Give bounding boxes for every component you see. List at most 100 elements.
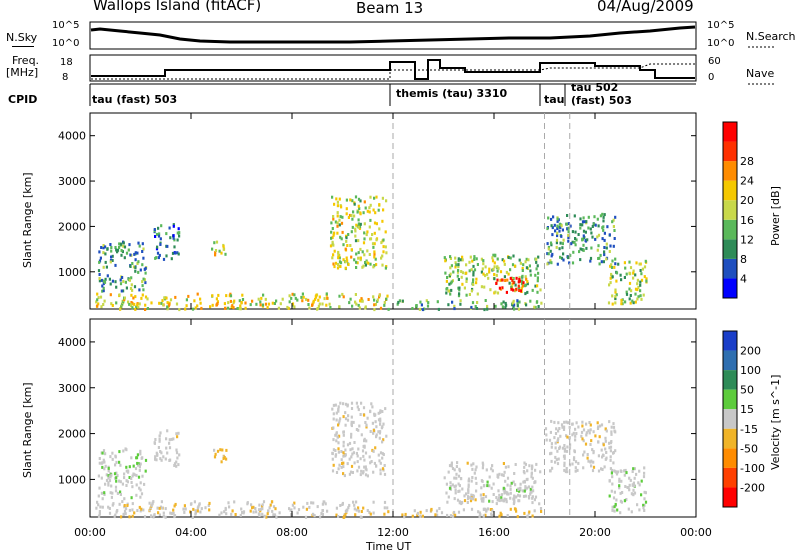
echo-cell: [124, 280, 127, 284]
echo-cell: [547, 247, 550, 251]
echo-cell: [631, 483, 634, 487]
echo-cell: [567, 236, 570, 240]
echo-cell: [115, 479, 118, 483]
echo-cell: [366, 416, 369, 420]
echo-cell: [220, 251, 223, 255]
echo-cell: [373, 461, 376, 465]
echo-cell: [363, 465, 366, 469]
echo-cell: [289, 508, 292, 512]
velocity-frame: [89, 318, 697, 518]
echo-cell: [449, 272, 452, 276]
echo-cell: [469, 496, 473, 500]
echo-cell: [590, 246, 593, 250]
echo-cell: [528, 464, 531, 468]
echo-cell: [585, 431, 588, 435]
echo-cell: [315, 293, 318, 297]
echo-cell: [133, 473, 136, 477]
echo-cell: [509, 484, 512, 488]
echo-cell: [443, 256, 446, 260]
echo-cell: [332, 448, 335, 452]
echo-cell: [511, 263, 515, 267]
x-axis-label: Time UT: [366, 540, 412, 553]
echo-cell: [357, 239, 360, 243]
echo-cell: [555, 241, 558, 245]
echo-cell: [387, 307, 390, 311]
echo-cell: [482, 463, 485, 467]
echo-cell: [456, 270, 460, 274]
echo-cell: [446, 276, 449, 279]
echo-cell: [365, 425, 368, 429]
echo-cell: [132, 296, 135, 300]
echo-cell: [386, 294, 389, 298]
echo-cell: [331, 240, 334, 244]
echo-cell: [133, 285, 137, 289]
echo-cell: [377, 411, 380, 415]
echo-cell: [560, 256, 564, 260]
echo-cell: [556, 439, 559, 443]
echo-cell: [604, 447, 607, 451]
echo-cell: [139, 495, 142, 499]
echo-cell: [155, 232, 159, 236]
echo-cell: [281, 297, 284, 301]
echo-cell: [144, 308, 147, 311]
echo-cell: [193, 500, 196, 504]
echo-cell: [496, 265, 499, 269]
echo-cell: [332, 463, 335, 467]
echo-cell: [382, 422, 385, 426]
echo-cell: [599, 253, 602, 257]
echo-cell: [453, 485, 456, 489]
echo-cell: [361, 250, 364, 254]
echo-cell: [461, 255, 464, 259]
echo-cell: [419, 510, 422, 514]
echo-cell: [465, 293, 468, 297]
echo-cell: [446, 513, 449, 517]
power-frame: [89, 112, 697, 310]
echo-cell: [223, 510, 226, 514]
echo-cell: [614, 290, 617, 294]
echo-cell: [614, 301, 617, 305]
echo-cell: [338, 223, 341, 227]
echo-cell: [224, 252, 227, 256]
echo-cell: [350, 435, 353, 439]
echo-cell: [580, 430, 584, 434]
echo-cell: [631, 470, 634, 473]
echo-cell: [468, 293, 471, 296]
echo-cell: [467, 485, 470, 489]
echo-cell: [368, 225, 371, 229]
echo-cell: [108, 479, 112, 483]
echo-cell: [608, 494, 611, 498]
echo-cell: [581, 437, 584, 441]
echo-cell: [342, 444, 345, 448]
echo-cell: [290, 513, 293, 517]
echo-cell: [515, 276, 518, 280]
echo-cell: [492, 253, 495, 257]
echo-cell: [362, 406, 366, 410]
echo-cell: [355, 302, 358, 306]
echo-cell: [585, 220, 588, 224]
echo-cell: [354, 229, 357, 233]
velocity-cbar-swatch: [723, 389, 737, 410]
echo-cell: [130, 303, 133, 307]
echo-cell: [482, 262, 485, 266]
echo-cell: [454, 265, 457, 269]
echo-cell: [127, 469, 130, 473]
echo-cell: [369, 430, 372, 433]
echo-cell: [362, 241, 366, 245]
echo-cell: [216, 449, 220, 453]
echo-cell: [103, 467, 106, 471]
power-cbar-swatch: [723, 219, 737, 240]
echo-cell: [516, 488, 519, 492]
echo-cell: [596, 217, 599, 221]
echo-cell: [643, 503, 646, 507]
echo-cell: [475, 281, 478, 285]
echo-cell: [356, 261, 359, 265]
echo-cell: [445, 491, 448, 495]
echo-cell: [604, 427, 607, 431]
echo-cell: [344, 454, 347, 458]
echo-cell: [372, 208, 375, 212]
echo-cell: [310, 501, 313, 505]
echo-cell: [628, 488, 631, 492]
echo-cell: [484, 274, 487, 278]
echo-cell: [225, 512, 228, 516]
echo-cell: [445, 291, 448, 295]
